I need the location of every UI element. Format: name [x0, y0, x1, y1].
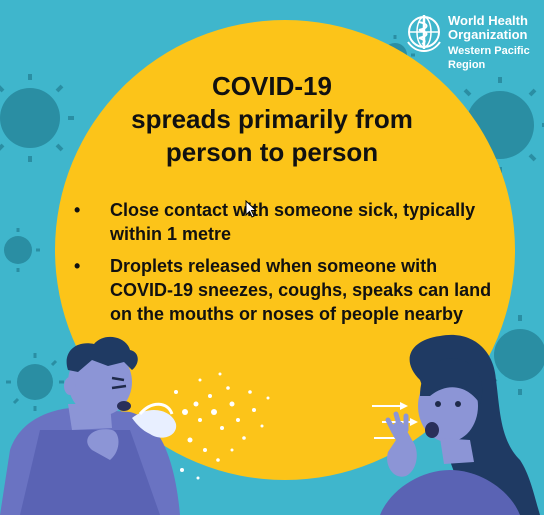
bullet-marker: • [74, 200, 81, 220]
headline-line3: person to person [165, 137, 379, 167]
droplets-spray [174, 372, 270, 480]
headline: COVID-19 spreads primarily from person t… [85, 70, 459, 169]
who-name-line1: World Health [448, 13, 528, 28]
bullet-text: Droplets released when someone with COVI… [110, 256, 492, 324]
who-name-line2: Organization [448, 27, 528, 42]
who-region: Western Pacific Region [448, 45, 530, 71]
mouse-cursor-icon [245, 200, 257, 218]
virus-icon [6, 353, 64, 411]
startled-woman-illustration [380, 334, 540, 515]
bullet-marker: • [74, 256, 81, 276]
bullet-text: Close contact with someone sick, typical… [110, 200, 476, 244]
who-logo: World Health Organization Western Pacifi… [404, 10, 540, 71]
sneezing-man-illustration [0, 336, 180, 515]
bullet-item: • Droplets released when someone with CO… [72, 254, 492, 326]
bullet-list: • Close contact with someone sick, typic… [72, 198, 492, 334]
who-emblem-icon [407, 15, 441, 52]
virus-icon [4, 228, 40, 272]
people-illustration [0, 334, 540, 515]
headline-line2: spreads primarily from [131, 104, 413, 134]
bullet-item: • Close contact with someone sick, typic… [72, 198, 492, 246]
virus-icon [0, 74, 74, 162]
headline-line1: COVID-19 [212, 71, 332, 101]
